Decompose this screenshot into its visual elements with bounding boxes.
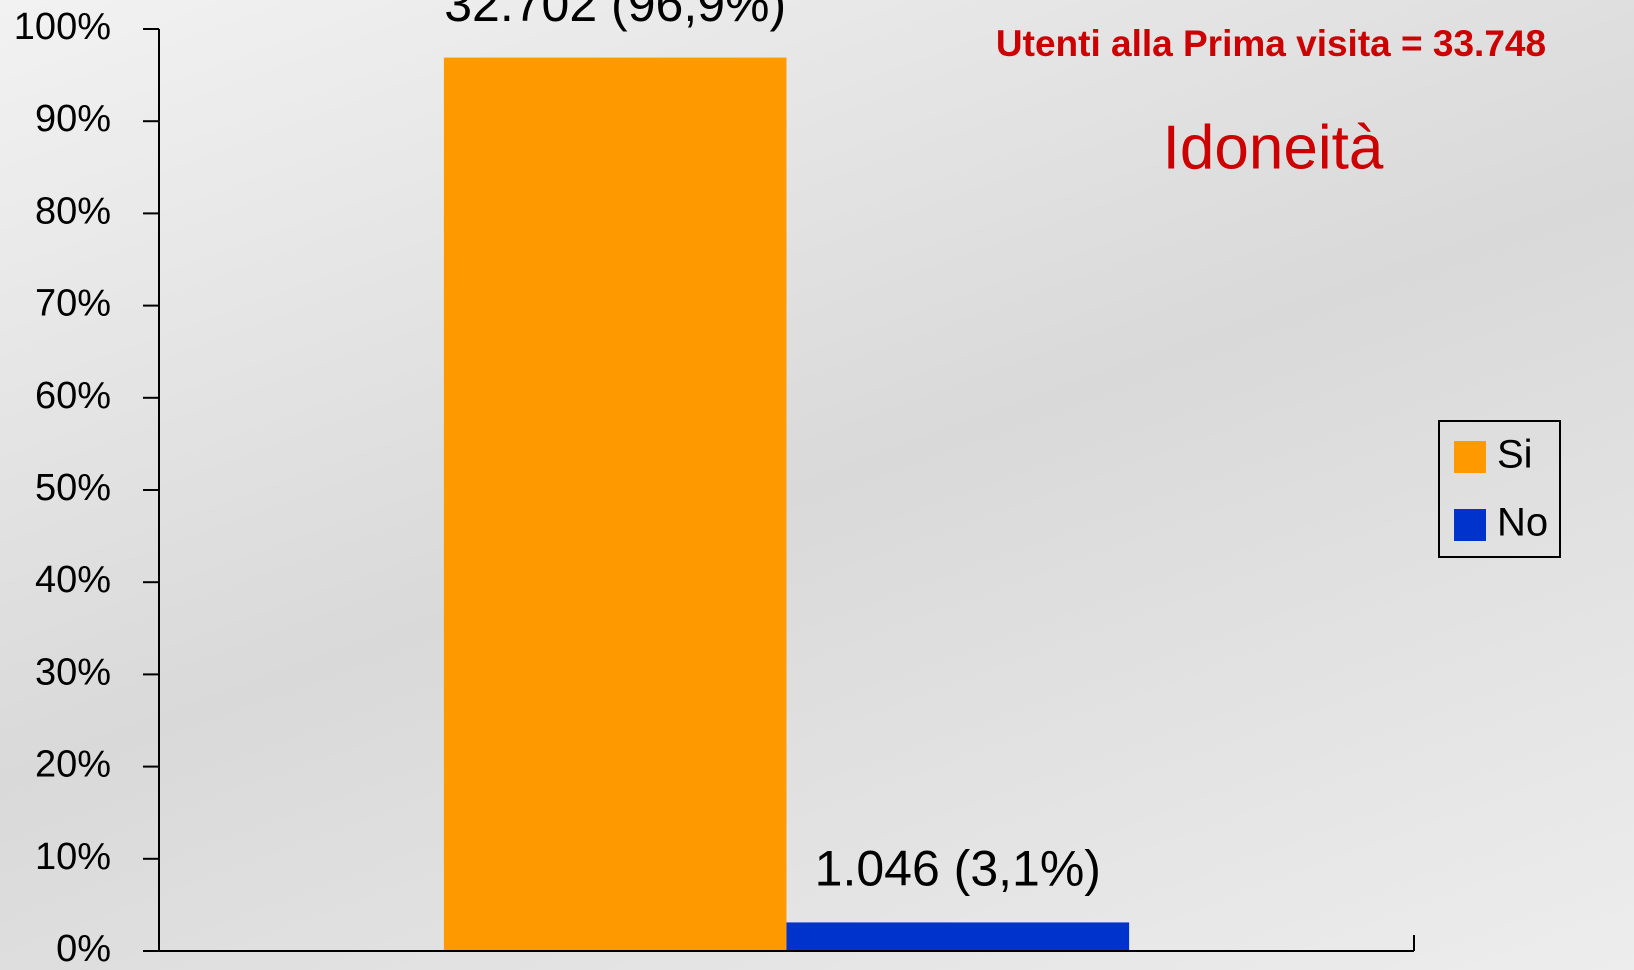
chart-title: Idoneità	[1163, 113, 1384, 182]
bar	[786, 922, 1130, 951]
y-tick-label: 60%	[35, 375, 111, 417]
y-tick-label: 100%	[14, 6, 111, 48]
y-tick-label: 30%	[35, 651, 111, 693]
y-tick-label: 90%	[35, 98, 111, 140]
y-tick-label: 70%	[35, 283, 111, 325]
y-tick-label: 50%	[35, 467, 111, 509]
legend-swatch	[1454, 441, 1486, 473]
data-label: 1.046 (3,1%)	[815, 841, 1101, 897]
y-tick-label: 80%	[35, 190, 111, 232]
bar	[443, 57, 787, 951]
y-tick-label: 0%	[56, 928, 111, 970]
legend-swatch	[1454, 509, 1486, 541]
legend-box	[1438, 420, 1561, 558]
y-tick-label: 40%	[35, 559, 111, 601]
y-tick-label: 10%	[35, 836, 111, 878]
annotation: Utenti alla Prima visita = 33.748	[996, 23, 1546, 64]
legend-label: Si	[1497, 433, 1533, 477]
y-tick-label: 20%	[35, 744, 111, 786]
data-label: 32.702 (96,9%)	[444, 0, 786, 32]
legend-label: No	[1497, 501, 1548, 545]
